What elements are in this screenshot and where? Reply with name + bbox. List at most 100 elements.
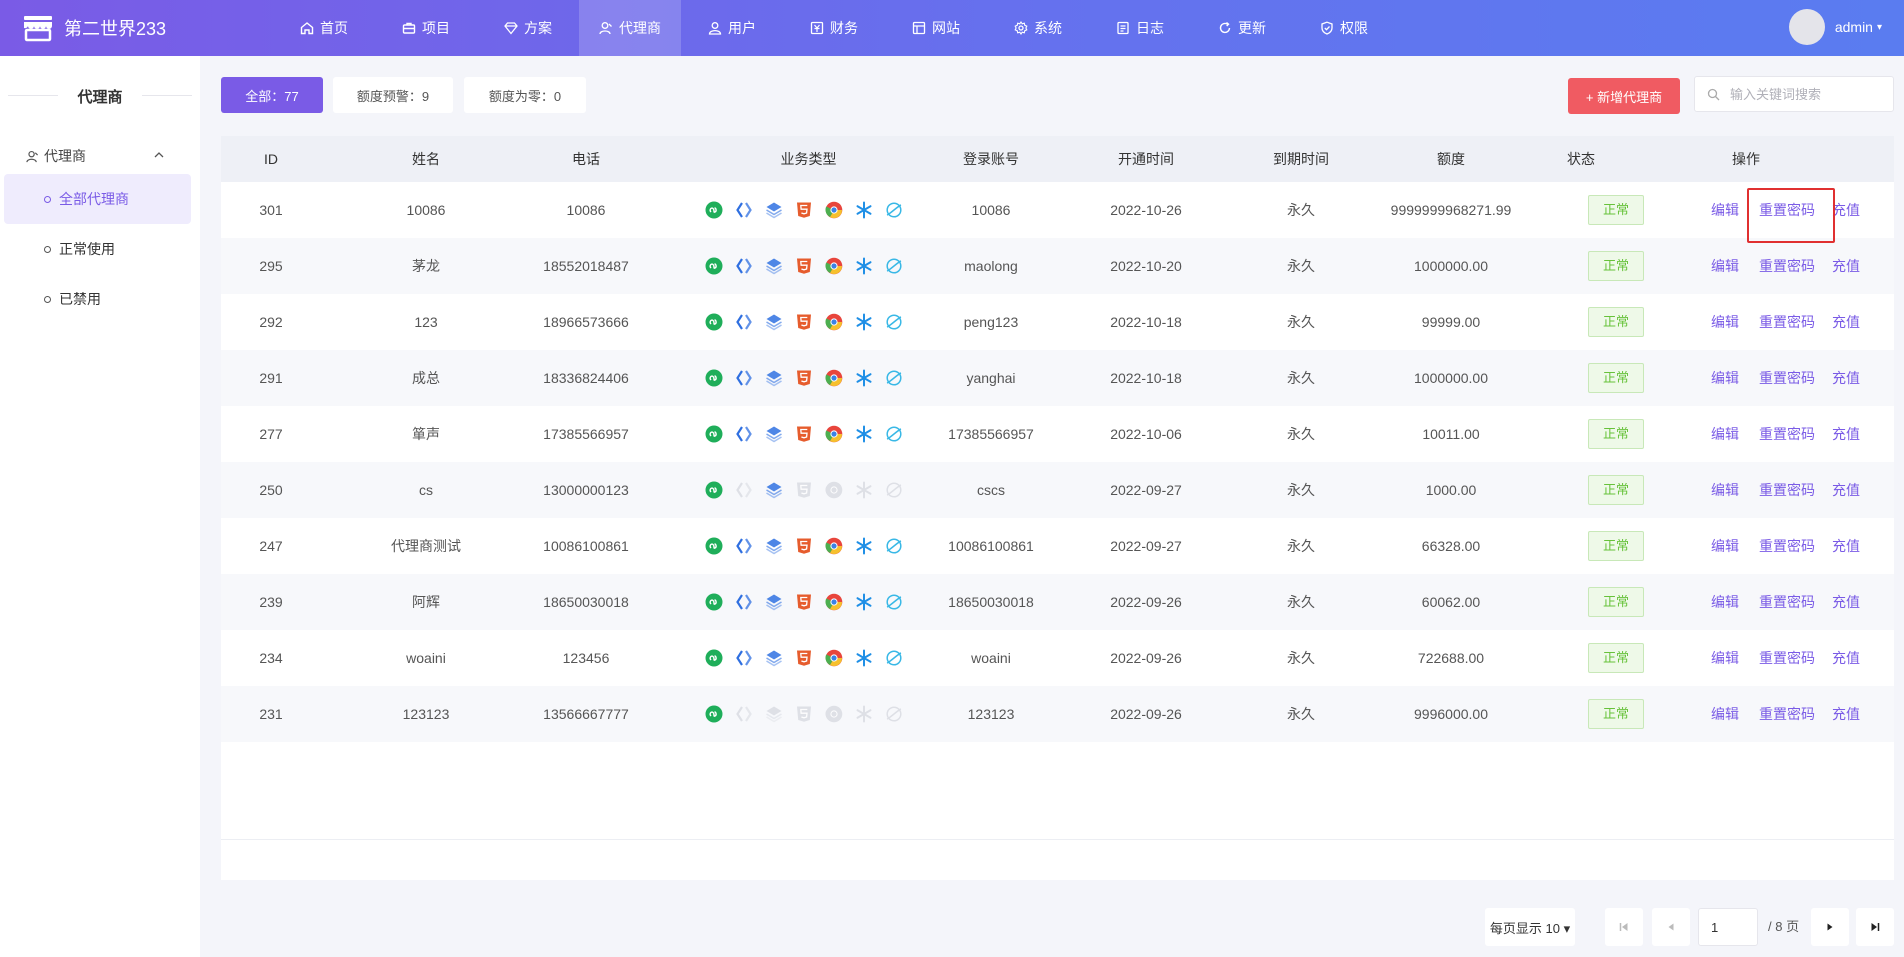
recharge-link[interactable]: 充值 — [1832, 426, 1860, 442]
recharge-link[interactable]: 充值 — [1832, 538, 1860, 554]
recharge-link[interactable]: 充值 — [1832, 370, 1860, 386]
edit-link[interactable]: 编辑 — [1711, 594, 1739, 610]
cell-quota: 99999.00 — [1421, 314, 1481, 330]
reset-password-link[interactable]: 重置密码 — [1759, 370, 1815, 386]
layers-icon — [764, 256, 784, 276]
recharge-link[interactable]: 充值 — [1832, 650, 1860, 666]
nav-item-system[interactable]: 系统 — [987, 0, 1089, 56]
chrome-icon — [824, 312, 844, 332]
edit-link[interactable]: 编辑 — [1711, 538, 1739, 554]
sidebar-item-disabled[interactable]: 已禁用 — [4, 274, 191, 324]
page-size-select[interactable]: 每页显示 10 ▾ — [1485, 908, 1575, 946]
filter-quota-zero[interactable]: 额度为零：0 — [464, 77, 586, 113]
cell-phone: 123456 — [562, 650, 610, 666]
chevron-up-icon[interactable] — [153, 149, 165, 161]
cell-name: 123123 — [402, 706, 450, 722]
edit-link[interactable]: 编辑 — [1711, 258, 1739, 274]
edit-link[interactable]: 编辑 — [1711, 650, 1739, 666]
edit-link[interactable]: 编辑 — [1711, 706, 1739, 722]
next-page-button[interactable] — [1811, 908, 1849, 946]
cell-phone: 13566667777 — [543, 706, 629, 722]
reset-password-link[interactable]: 重置密码 — [1759, 426, 1815, 442]
sidebar-item-active[interactable]: 正常使用 — [4, 224, 191, 274]
table-row: 247 代理商测试 10086100861 10086100861 2022-09-27… — [221, 518, 1894, 574]
add-agent-button[interactable]: + 新增代理商 — [1568, 78, 1680, 114]
sidebar-title: 代理商 — [0, 86, 200, 107]
cell-id: 295 — [259, 258, 283, 274]
log-icon — [1117, 21, 1129, 35]
nav-item-update[interactable]: 更新 — [1191, 0, 1293, 56]
recharge-link[interactable]: 充值 — [1832, 314, 1860, 330]
edit-link[interactable]: 编辑 — [1711, 426, 1739, 442]
cell-open-date: 2022-10-18 — [1110, 314, 1182, 330]
cell-id: 291 — [259, 370, 283, 386]
reset-password-link[interactable]: 重置密码 — [1759, 706, 1815, 722]
edit-link[interactable]: 编辑 — [1711, 482, 1739, 498]
cell-name: 10086 — [406, 202, 446, 218]
cell-id: 301 — [259, 202, 283, 218]
html5-icon — [794, 312, 814, 332]
reset-password-link[interactable]: 重置密码 — [1759, 650, 1815, 666]
cell-business-types — [704, 480, 914, 500]
cell-open-date: 2022-09-26 — [1110, 706, 1182, 722]
avatar[interactable] — [1788, 9, 1825, 45]
reset-password-link[interactable]: 重置密码 — [1759, 314, 1815, 330]
recharge-link[interactable]: 充值 — [1832, 482, 1860, 498]
nav-item-agent[interactable]: 代理商 — [579, 0, 681, 56]
filter-quota-warning[interactable]: 额度预警：9 — [333, 77, 453, 113]
app-logo[interactable]: 第二世界233 — [22, 12, 166, 44]
cell-expire-date: 永久 — [1287, 706, 1315, 722]
user-menu[interactable]: admin ▾ — [1788, 9, 1882, 45]
column-header-expire-date: 到期时间 — [1273, 151, 1329, 167]
recharge-link[interactable]: 充值 — [1832, 202, 1860, 218]
page-number-input[interactable]: 1 — [1698, 908, 1758, 946]
cell-expire-date: 永久 — [1287, 650, 1315, 666]
nav-item-finance[interactable]: 财务 — [783, 0, 885, 56]
recharge-link[interactable]: 充值 — [1832, 594, 1860, 610]
snowflake-icon — [854, 704, 874, 724]
reset-password-link[interactable]: 重置密码 — [1759, 538, 1815, 554]
cell-login-account: 123123 — [967, 706, 1015, 722]
cell-quota: 1000000.00 — [1414, 258, 1488, 274]
table-row: 301 10086 10086 10086 2022-10-26 永久 9999999968… — [221, 182, 1894, 238]
nav-item-project[interactable]: 项目 — [375, 0, 477, 56]
prev-page-icon — [1668, 923, 1674, 931]
total-pages: / 8 页 — [1768, 919, 1800, 934]
cell-business-types — [704, 704, 914, 724]
html5-icon — [794, 368, 814, 388]
column-header-open-date: 开通时间 — [1118, 151, 1174, 167]
reset-password-link[interactable]: 重置密码 — [1759, 594, 1815, 610]
filter-all[interactable]: 全部：77 — [221, 77, 323, 113]
reset-password-link[interactable]: 重置密码 — [1759, 202, 1815, 218]
sidebar-group-agent[interactable]: 代理商 — [0, 138, 200, 174]
chrome-icon — [824, 200, 844, 220]
planet-icon — [884, 312, 904, 332]
edit-link[interactable]: 编辑 — [1711, 370, 1739, 386]
search-input[interactable] — [1730, 86, 1890, 102]
reset-password-link[interactable]: 重置密码 — [1759, 482, 1815, 498]
reset-password-link[interactable]: 重置密码 — [1759, 258, 1815, 274]
status-badge: 正常 — [1588, 307, 1644, 337]
column-header-name: 姓名 — [412, 151, 440, 167]
edit-link[interactable]: 编辑 — [1711, 202, 1739, 218]
edit-link[interactable]: 编辑 — [1711, 314, 1739, 330]
recharge-link[interactable]: 充值 — [1832, 706, 1860, 722]
nav-item-home[interactable]: 首页 — [273, 0, 375, 56]
nav-item-website[interactable]: 网站 — [885, 0, 987, 56]
recharge-link[interactable]: 充值 — [1832, 258, 1860, 274]
last-page-button[interactable] — [1856, 908, 1894, 946]
cell-login-account: woaini — [971, 650, 1011, 666]
nav-item-log[interactable]: 日志 — [1089, 0, 1191, 56]
first-page-button[interactable] — [1605, 908, 1643, 946]
planet-icon — [884, 200, 904, 220]
prev-page-button[interactable] — [1652, 908, 1690, 946]
nav-item-plan[interactable]: 方案 — [477, 0, 579, 56]
sidebar-item-all-agents[interactable]: 全部代理商 — [4, 174, 191, 224]
layers-icon — [764, 368, 784, 388]
snowflake-icon — [854, 648, 874, 668]
nav-item-users[interactable]: 用户 — [681, 0, 783, 56]
nav-item-permission[interactable]: 权限 — [1293, 0, 1395, 56]
nav-item-label: 权限 — [1340, 20, 1368, 36]
cell-quota: 10011.00 — [1422, 426, 1480, 442]
nav-item-label: 财务 — [830, 20, 858, 36]
